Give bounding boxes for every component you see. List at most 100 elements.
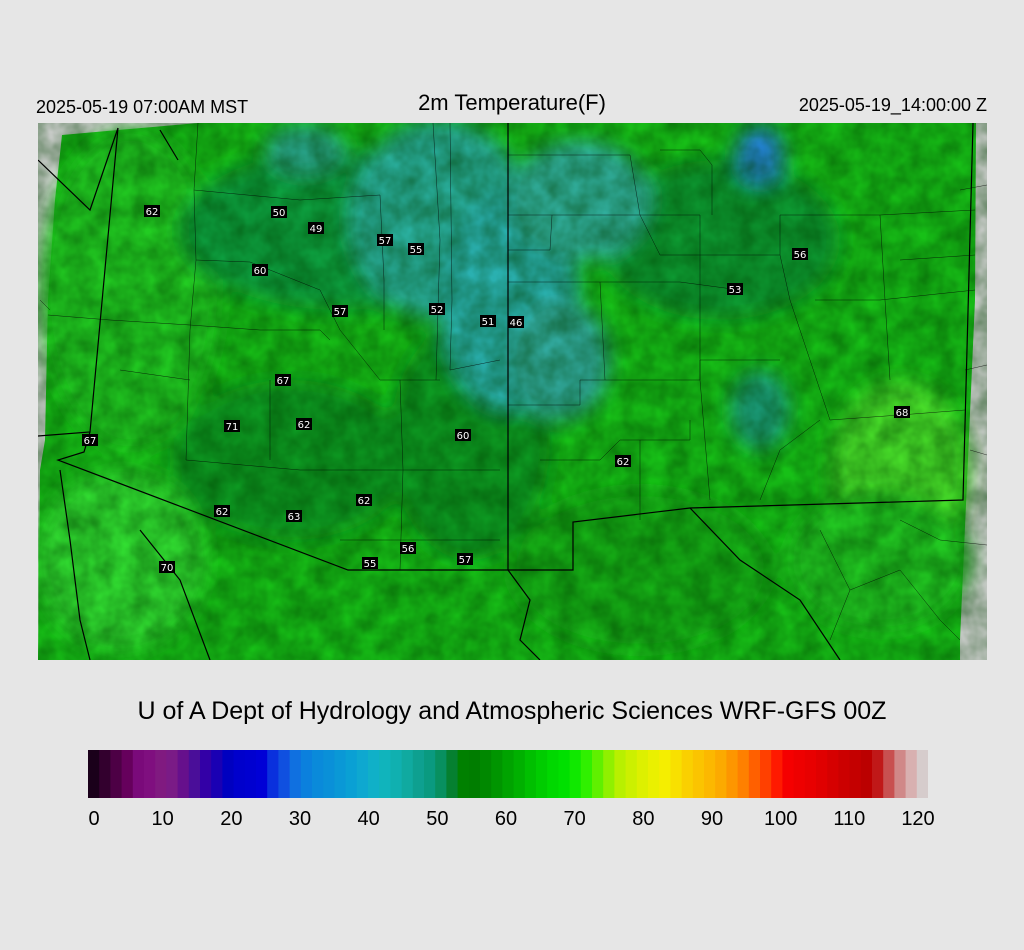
station-label: 62 (144, 205, 160, 218)
colorbar-swatch (99, 750, 111, 798)
station-markers: 62 50 49 57 55 60 56 53 57 52 51 46 67 68 71 62 60 67 62 62… (82, 205, 910, 574)
station-label: 60 (252, 264, 268, 277)
colorbar-swatch (648, 750, 660, 798)
station-label: 70 (159, 561, 175, 574)
colorbar-tick-label: 110 (833, 808, 866, 830)
colorbar-swatch (737, 750, 750, 798)
colorbar-swatch (368, 750, 380, 798)
station-value: 57 (379, 236, 392, 247)
colorbar-swatch (401, 750, 414, 798)
colorbar-swatch (323, 750, 335, 798)
colorbar-swatch (88, 750, 100, 798)
colorbar-swatch (188, 750, 201, 798)
station-value: 63 (288, 512, 301, 523)
station-value: 57 (459, 555, 472, 566)
colorbar-ticks: 0 10 20 30 40 50 60 70 80 90 100 110 120 (0, 808, 1024, 838)
colorbar-swatch (536, 750, 548, 798)
colorbar-swatch (793, 750, 806, 798)
colorbar-tick-label: 100 (763, 808, 798, 830)
colorbar-tick-label: 40 (357, 808, 380, 830)
colorbar-tick-label: 50 (426, 808, 449, 830)
colorbar-swatch (659, 750, 671, 798)
colorbar-tick-label: 120 (901, 808, 935, 830)
colorbar-swatch (155, 750, 167, 798)
colorbar-tick-label: 90 (700, 808, 724, 830)
station-label: 68 (894, 406, 910, 419)
colorbar-swatch (166, 750, 179, 798)
station-value: 49 (310, 224, 323, 235)
colorbar-swatch (200, 750, 212, 798)
colorbar-swatch (905, 750, 918, 798)
station-value: 67 (84, 436, 97, 447)
colorbar-swatch (144, 750, 156, 798)
colorbar-swatch (468, 750, 481, 798)
station-label: 67 (82, 434, 98, 447)
colorbar-swatch (222, 750, 235, 798)
station-label: 62 (615, 455, 631, 468)
station-label: 49 (308, 222, 324, 235)
colorbar-swatch (524, 750, 537, 798)
colorbar-swatch (636, 750, 649, 798)
credit-line: U of A Dept of Hydrology and Atmospheric… (137, 697, 887, 725)
colorbar-swatch (132, 750, 145, 798)
station-label: 55 (362, 557, 378, 570)
station-label: 56 (792, 248, 808, 261)
colorbar-tick-label: 10 (151, 808, 174, 830)
colorbar-swatch (435, 750, 447, 798)
colorbar-swatch (491, 750, 503, 798)
colorbar-swatch (345, 750, 358, 798)
colorbar-swatch (513, 750, 526, 798)
colorbar-swatch (558, 750, 571, 798)
station-value: 57 (334, 307, 347, 318)
colorbar-swatch (300, 750, 313, 798)
colorbar-swatch (390, 750, 403, 798)
station-value: 55 (410, 245, 423, 256)
colorbar-swatch (614, 750, 627, 798)
colorbar-swatch (681, 750, 694, 798)
station-value: 62 (216, 507, 229, 518)
colorbar-swatch (211, 750, 223, 798)
colorbar-swatch (233, 750, 246, 798)
colorbar-swatch (121, 750, 134, 798)
colorbar-swatch (446, 750, 459, 798)
colorbar-swatch (670, 750, 683, 798)
colorbar-swatch (894, 750, 907, 798)
station-label: 71 (224, 420, 240, 433)
colorbar-swatch (916, 750, 928, 798)
colorbar-swatch (424, 750, 436, 798)
station-label: 60 (455, 429, 471, 442)
colorbar-swatch (412, 750, 425, 798)
station-value: 46 (510, 318, 523, 329)
colorbar-swatch (177, 750, 190, 798)
station-label: 62 (356, 494, 372, 507)
colorbar-swatch (110, 750, 123, 798)
station-label: 51 (480, 315, 496, 328)
station-label: 55 (408, 243, 424, 256)
colorbar-swatch (872, 750, 884, 798)
colorbar-swatch (760, 750, 772, 798)
station-label: 52 (429, 303, 445, 316)
station-value: 50 (273, 208, 286, 219)
map-title: 2m Temperature(F) (418, 90, 606, 115)
colorbar-tick-label: 60 (494, 808, 518, 830)
station-value: 55 (364, 559, 377, 570)
colorbar-swatch (704, 750, 716, 798)
colorbar-swatch (782, 750, 795, 798)
station-label: 57 (377, 234, 393, 247)
station-label: 57 (332, 305, 348, 318)
station-value: 62 (617, 457, 630, 468)
station-value: 70 (161, 563, 174, 574)
colorbar-swatch (849, 750, 862, 798)
colorbar-tick-label: 30 (288, 808, 312, 830)
station-label: 56 (400, 542, 416, 555)
station-value: 62 (298, 420, 311, 431)
station-label: 57 (457, 553, 473, 566)
station-label: 62 (296, 418, 312, 431)
station-label: 50 (271, 206, 287, 219)
colorbar-swatch (457, 750, 470, 798)
station-value: 53 (729, 285, 742, 296)
colorbar-swatch (827, 750, 839, 798)
colorbar-tick-label: 0 (88, 808, 100, 830)
colorbar-swatch (502, 750, 515, 798)
colorbar-swatch (547, 750, 559, 798)
